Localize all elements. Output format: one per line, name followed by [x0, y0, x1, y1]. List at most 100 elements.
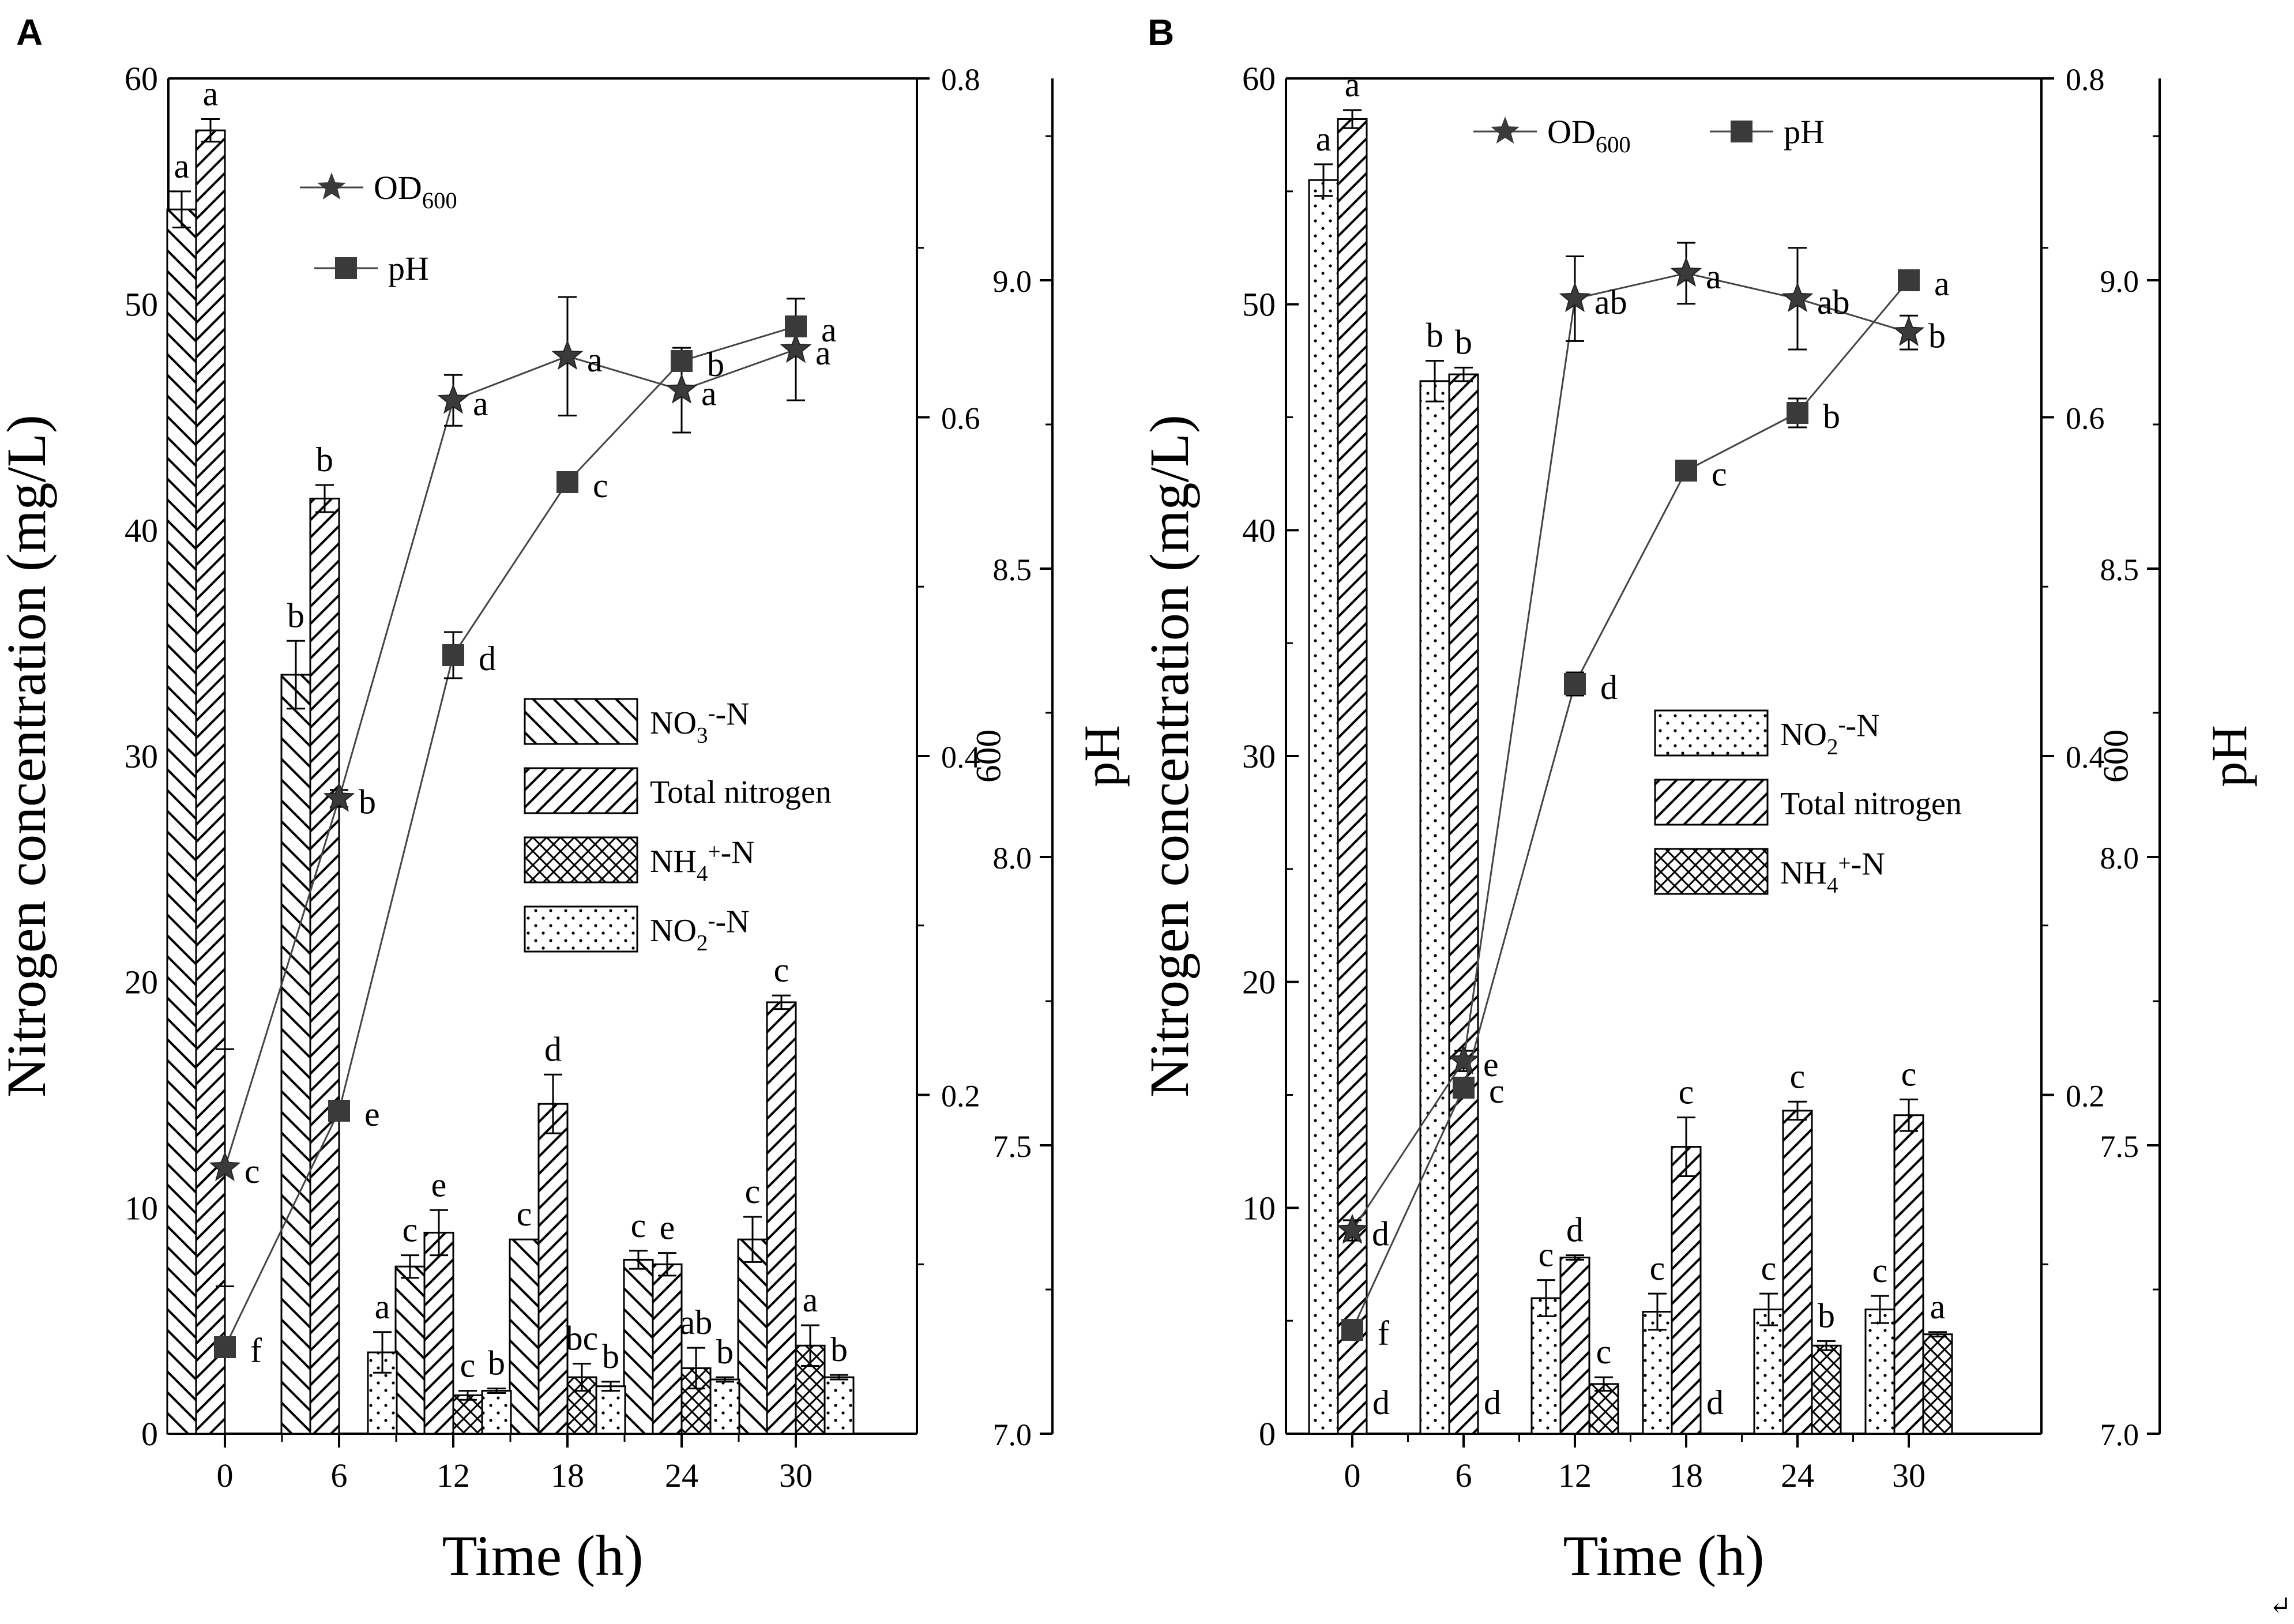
od600-significance-letter: a: [701, 375, 717, 413]
bar: [709, 1378, 740, 1435]
ph-significance-letter: a: [821, 311, 837, 349]
y-tick-label: 0: [1259, 1415, 1276, 1453]
bar-significance-letter: ab: [680, 1303, 713, 1341]
legend-swatch: [524, 698, 638, 745]
bar: [1642, 1311, 1673, 1435]
y3-tick-label: 8.5: [993, 552, 1032, 587]
bar: [1671, 1146, 1702, 1435]
bar-significance-letter: c: [403, 1211, 418, 1249]
ph-point: [1564, 673, 1586, 695]
x-tick-label: 0: [217, 1457, 234, 1494]
bar-significance-letter: b: [1426, 317, 1443, 355]
y2-tick-label: 0.4: [2066, 740, 2105, 775]
bar-significance-letter: b: [602, 1337, 619, 1375]
y3-tick-label: 7.0: [2100, 1418, 2139, 1452]
bar: [481, 1390, 512, 1435]
od600-significance-letter: a: [473, 385, 488, 423]
legend-label: Total nitrogen: [650, 775, 832, 810]
x-axis-title: Time (h): [1563, 1524, 1764, 1588]
x-tick-label: 30: [1892, 1457, 1926, 1494]
bar: [623, 1258, 654, 1435]
y-tick-label: 40: [125, 512, 158, 549]
bar-significance-letter: c: [517, 1195, 532, 1233]
ph-significance-letter: f: [1378, 1314, 1389, 1352]
legend-label: NH4+-N: [1780, 846, 1885, 897]
legend-star-icon: [317, 172, 346, 200]
y-tick-label: 20: [1242, 964, 1276, 1001]
bar: [394, 1265, 426, 1435]
x-tick-label: 30: [779, 1457, 813, 1494]
x-tick-label: 12: [1558, 1457, 1592, 1494]
bar: [1448, 373, 1479, 1435]
bar-significance-letter: d: [1484, 1384, 1501, 1422]
bar-significance-letter: e: [431, 1166, 447, 1204]
od600-significance-letter: e: [1483, 1046, 1499, 1084]
legend-label: pH: [388, 250, 429, 287]
ph-point: [1675, 460, 1697, 482]
od600-significance-letter: a: [587, 341, 603, 379]
od600-significance-letter: c: [245, 1152, 260, 1190]
ph-significance-letter: b: [707, 345, 724, 384]
bar-significance-letter: b: [716, 1333, 734, 1371]
x-tick-label: 6: [1456, 1457, 1472, 1494]
x-tick-label: 12: [437, 1457, 470, 1494]
bar: [452, 1394, 483, 1435]
y2-axis-title: 600: [969, 730, 1009, 783]
bar-significance-letter: b: [830, 1330, 848, 1369]
panel-letter: B: [1148, 12, 1174, 53]
bar: [1864, 1309, 1896, 1435]
bar: [595, 1385, 626, 1435]
y3-tick-label: 8.0: [2100, 841, 2139, 875]
bar: [766, 1001, 797, 1435]
bar-significance-letter: d: [1706, 1384, 1724, 1422]
x-axis-title: Time (h): [442, 1524, 643, 1588]
x-tick-label: 24: [1781, 1457, 1814, 1494]
bar-significance-letter: a: [203, 75, 219, 113]
y2-tick-label: 0.8: [941, 62, 980, 97]
y2-tick-label: 0.6: [2066, 401, 2105, 436]
bar-significance-letter: c: [460, 1347, 476, 1385]
ph-point: [1453, 1077, 1475, 1099]
bar-significance-letter: b: [1455, 323, 1472, 361]
bar: [537, 1103, 569, 1435]
ph-significance-letter: b: [1823, 397, 1840, 435]
bar: [309, 498, 340, 1435]
legend-square-icon: [335, 257, 357, 279]
legend-swatch: [524, 905, 638, 953]
x-tick-label: 6: [331, 1457, 348, 1494]
y-tick-label: 0: [141, 1415, 158, 1453]
bar: [1753, 1309, 1784, 1435]
bar: [1588, 1383, 1619, 1435]
od600-point: [1893, 315, 1925, 346]
od600-point: [323, 781, 355, 812]
line-od600: [1351, 272, 1909, 1231]
bar: [1893, 1114, 1924, 1435]
bar: [1782, 1110, 1813, 1435]
legend-label: pH: [1784, 113, 1825, 151]
od600-significance-letter: ab: [1817, 283, 1850, 321]
legend-label: OD600: [374, 169, 457, 213]
y-axis-title: Nitrogen concentration (mg/L): [0, 415, 57, 1097]
bar-significance-letter: c: [1596, 1333, 1612, 1371]
bar: [1530, 1297, 1562, 1435]
ph-point: [214, 1336, 236, 1358]
bar: [737, 1238, 768, 1435]
y-tick-label: 40: [1242, 512, 1276, 549]
legend-square-icon: [1731, 121, 1753, 142]
ph-significance-letter: a: [1934, 265, 1950, 303]
legend-label: Total nitrogen: [1780, 786, 1962, 822]
y2-tick-label: 0.8: [2066, 62, 2105, 97]
y3-axis-title: pH: [1074, 725, 1130, 787]
bar-significance-letter: bc: [566, 1320, 599, 1358]
y2-tick-label: 0.6: [941, 401, 980, 436]
x-tick-label: 24: [665, 1457, 698, 1494]
y3-tick-label: 7.5: [993, 1129, 1032, 1164]
od600-point: [780, 333, 812, 363]
ph-point: [671, 350, 693, 372]
ph-significance-letter: f: [250, 1332, 262, 1370]
x-tick-label: 18: [551, 1457, 584, 1494]
bar: [823, 1376, 855, 1435]
legend-swatch: [1654, 709, 1769, 757]
